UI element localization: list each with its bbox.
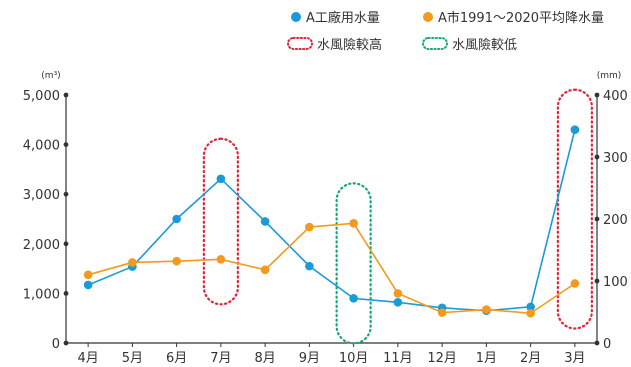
right-tick-dot xyxy=(594,278,600,284)
x-tick-label: 11月 xyxy=(383,351,413,366)
series-1-point xyxy=(570,125,580,135)
left-tick-dot xyxy=(63,142,69,148)
series-2-point xyxy=(83,270,93,280)
series-2-point xyxy=(393,289,403,298)
legend-label-series-1: A工廠用水量 xyxy=(306,10,380,26)
x-tick-label: 2月 xyxy=(520,351,541,366)
left-tick-dot xyxy=(63,92,69,98)
x-tick-label: 5月 xyxy=(122,351,143,366)
right-tick-dot xyxy=(594,216,600,222)
series-1-point xyxy=(526,302,535,312)
legend-marker-high-risk xyxy=(287,37,313,50)
series-2-point xyxy=(216,254,226,264)
right-tick-label: 100 xyxy=(603,275,628,290)
series-2-point xyxy=(349,219,358,228)
left-tick-label: 5,000 xyxy=(23,89,60,104)
left-tick-label: 4,000 xyxy=(23,139,60,154)
series-1-point xyxy=(349,294,358,303)
x-tick-label: 1月 xyxy=(476,351,497,366)
series-2-point xyxy=(437,308,447,317)
left-tick-label: 1,000 xyxy=(23,287,60,302)
series-2-point xyxy=(128,258,137,267)
left-tick-label: 2,000 xyxy=(23,238,60,253)
series-1-point xyxy=(172,214,181,224)
series-2-point xyxy=(260,265,270,275)
right-tick-dot xyxy=(594,154,600,160)
right-tick-label: 400 xyxy=(603,89,628,104)
legend-label-low-risk: 水風險較低 xyxy=(452,38,517,53)
x-tick-label: 10月 xyxy=(339,351,369,366)
legend-marker-series-2 xyxy=(423,12,433,22)
low-risk-highlight xyxy=(335,182,372,345)
series-1-line xyxy=(87,129,576,312)
x-tick-label: 7月 xyxy=(210,351,231,366)
series-1-point xyxy=(83,280,93,290)
series-1-point xyxy=(393,298,403,307)
series-1-point xyxy=(260,217,270,226)
high-risk-highlight xyxy=(202,137,239,306)
left-tick-label: 3,000 xyxy=(23,188,60,203)
left-tick-dot xyxy=(63,241,69,247)
left-tick-dot xyxy=(63,191,69,197)
left-tick-label: 0 xyxy=(52,337,60,352)
right-tick-dot xyxy=(594,92,600,98)
high-risk-highlight xyxy=(556,88,593,330)
left-axis-unit: (m³) xyxy=(41,71,60,81)
left-tick-dot xyxy=(63,291,69,296)
series-2-point xyxy=(526,308,535,318)
x-tick-label: 6月 xyxy=(166,351,187,366)
legend-label-high-risk: 水風險較高 xyxy=(317,37,382,53)
series-2-point xyxy=(305,222,314,232)
legend: A工廠用水量 A市1991～2020平均降水量 水風險較高 水風險較低 xyxy=(287,10,604,53)
right-tick-label: 300 xyxy=(603,151,628,166)
series-2-line xyxy=(87,222,576,315)
right-tick-label: 0 xyxy=(603,337,611,352)
series-1-point xyxy=(305,261,314,271)
x-tick-label: 8月 xyxy=(254,351,275,366)
right-axis-unit: (mm) xyxy=(597,71,622,81)
series-2-point xyxy=(482,305,491,314)
left-tick-dot xyxy=(63,340,69,346)
x-tick-label: 12月 xyxy=(427,351,457,366)
right-tick-dot xyxy=(594,340,600,346)
x-tick-label: 4月 xyxy=(77,351,98,366)
series-2-point xyxy=(172,256,181,266)
legend-label-series-2: A市1991～2020平均降水量 xyxy=(438,10,604,26)
series-2-point xyxy=(570,279,580,288)
right-tick-label: 200 xyxy=(603,213,628,228)
legend-marker-series-1 xyxy=(291,12,301,22)
x-tick-label: 3月 xyxy=(564,351,585,366)
plot-area: 0 1,000 2,000 3,000 4,000 5,000 0 100 200 300 400 4… xyxy=(23,88,628,366)
x-tick-label: 9月 xyxy=(299,351,320,366)
series-1-point xyxy=(216,174,226,184)
legend-marker-low-risk xyxy=(422,37,448,50)
